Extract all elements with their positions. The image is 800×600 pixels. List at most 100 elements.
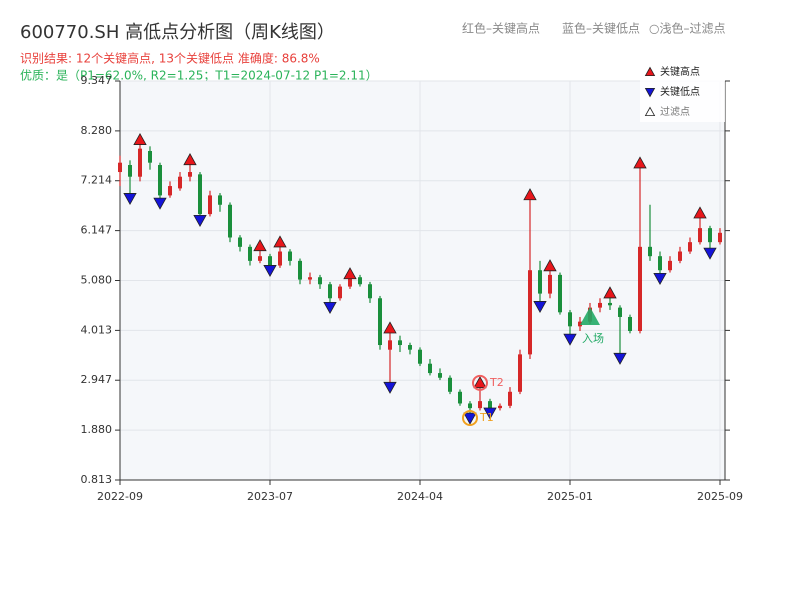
- key-point: [123, 193, 137, 206]
- key-point: [523, 188, 537, 201]
- candle-body: [718, 232, 722, 243]
- candle-body: [348, 277, 352, 287]
- candle-body: [218, 195, 222, 205]
- candle-body: [618, 307, 622, 317]
- candle-body: [388, 340, 392, 350]
- candle-body: [418, 349, 422, 364]
- candle-body: [358, 277, 362, 285]
- candle-body: [208, 195, 212, 215]
- candle-body: [638, 246, 642, 331]
- candle-body: [438, 373, 442, 378]
- y-tick-label: 8.280: [81, 124, 113, 137]
- key-point: [543, 259, 557, 272]
- legend-label: 关键低点: [660, 85, 700, 98]
- key-point: [263, 265, 277, 278]
- candle-body: [188, 172, 192, 177]
- candle-body: [298, 260, 302, 280]
- candle-body: [198, 174, 202, 215]
- x-tick-label: 2024-04: [397, 490, 443, 503]
- candle-body: [328, 284, 332, 299]
- annotation-ring: [472, 374, 488, 391]
- candle-body: [538, 270, 542, 294]
- chart-title: 600770.SH 高低点分析图（周K线图）: [20, 22, 335, 43]
- candle-body: [648, 246, 652, 257]
- x-tick-label: 2025-09: [697, 490, 743, 503]
- candle-body: [518, 354, 522, 392]
- candle-body: [578, 321, 582, 327]
- candle-body: [168, 186, 172, 196]
- chart-subtitle: 识别结果: 12个关键高点, 13个关键低点 准确度: 86.8%: [20, 51, 320, 66]
- x-tick-label: 2022-09: [97, 490, 143, 503]
- candle-body: [248, 246, 252, 261]
- key-point: [133, 132, 147, 145]
- legend-label: 过滤点: [660, 105, 690, 118]
- key-point: [653, 272, 667, 285]
- header-legend: 红色–关键高点: [462, 21, 540, 36]
- candle-body: [178, 176, 182, 189]
- candle-body: [378, 298, 382, 346]
- y-tick-label: 4.013: [81, 323, 113, 336]
- candle-body: [508, 391, 512, 406]
- candle-body: [628, 316, 632, 331]
- candle-body: [258, 256, 262, 261]
- key-point: [563, 333, 577, 346]
- y-tick-label: 6.147: [81, 224, 113, 237]
- key-point: [703, 247, 717, 260]
- candle-body: [278, 251, 282, 266]
- y-tick-label: 9.347: [81, 74, 113, 87]
- key-point: [693, 206, 707, 219]
- key-point: [273, 235, 287, 248]
- key-point: [613, 352, 627, 365]
- candle-body: [668, 260, 672, 271]
- quality-note: 优质：是（P1=62.0%, R2=1.25；T1=2024-07-12 P1=…: [20, 69, 378, 83]
- candle-body: [228, 204, 232, 238]
- annotation-ring: [462, 409, 478, 426]
- candle-body: [658, 256, 662, 271]
- x-tick-label: 2025-01: [547, 490, 593, 503]
- candle-body: [268, 256, 272, 266]
- candle-body: [238, 237, 242, 247]
- annotation-label: 入场: [582, 331, 604, 345]
- candle-body: [428, 363, 432, 374]
- candle-body: [338, 286, 342, 299]
- x-tick-label: 2023-07: [247, 490, 293, 503]
- key-point: [533, 301, 547, 314]
- candle-body: [558, 274, 562, 313]
- y-tick-label: 0.813: [81, 473, 113, 486]
- legend-box: [640, 62, 725, 122]
- candle-body: [488, 401, 492, 409]
- key-point: [463, 412, 477, 425]
- y-tick-label: 7.214: [81, 174, 113, 187]
- annotation-label: T2: [489, 376, 504, 389]
- candle-body: [398, 340, 402, 346]
- legend-marker: [644, 88, 656, 98]
- key-point: [383, 381, 397, 394]
- candle-body: [128, 165, 132, 177]
- key-point: [153, 197, 167, 210]
- legend-marker: [644, 106, 656, 116]
- key-point: [483, 407, 497, 420]
- annotation-label: T1: [479, 411, 494, 424]
- candle-body: [698, 228, 702, 243]
- candle-body: [688, 242, 692, 252]
- key-point: [323, 301, 337, 314]
- candle-body: [448, 377, 452, 392]
- legend-marker: [644, 66, 656, 76]
- key-point: [253, 239, 267, 252]
- candle-body: [498, 405, 502, 409]
- y-tick-label: 2.947: [81, 373, 113, 386]
- y-tick-label: 5.080: [81, 274, 113, 287]
- candle-body: [528, 270, 532, 355]
- candle-body: [318, 277, 322, 285]
- key-point: [473, 376, 487, 389]
- candle-body: [368, 284, 372, 299]
- candle-body: [598, 302, 602, 308]
- candle-body: [138, 148, 142, 177]
- candle-body: [158, 165, 162, 196]
- candle-body: [478, 401, 482, 409]
- y-tick-label: 1.880: [81, 423, 113, 436]
- key-point: [603, 286, 617, 299]
- key-point: [343, 267, 357, 280]
